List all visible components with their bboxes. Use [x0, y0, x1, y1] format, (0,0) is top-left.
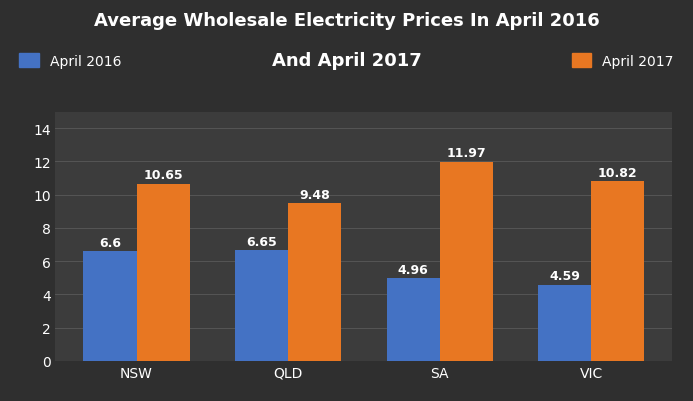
Legend: April 2017: April 2017: [566, 48, 679, 74]
Bar: [387, 279, 439, 361]
Text: 10.65: 10.65: [143, 169, 183, 182]
Legend: April 2016: April 2016: [14, 48, 127, 74]
Text: And April 2017: And April 2017: [272, 52, 421, 70]
Text: 10.82: 10.82: [598, 166, 638, 179]
Text: 6.65: 6.65: [246, 235, 277, 248]
Text: 9.48: 9.48: [299, 188, 330, 201]
Bar: [235, 251, 288, 361]
Text: 4.59: 4.59: [549, 269, 580, 282]
Text: Average Wholesale Electricity Prices In April 2016: Average Wholesale Electricity Prices In …: [94, 12, 599, 30]
Text: 11.97: 11.97: [446, 147, 486, 160]
Bar: [288, 204, 341, 361]
Text: 4.96: 4.96: [398, 263, 428, 276]
Bar: [439, 162, 493, 361]
Bar: [538, 285, 591, 361]
Bar: [83, 251, 137, 361]
Bar: [591, 182, 644, 361]
Text: 6.6: 6.6: [99, 236, 121, 249]
Bar: [137, 184, 190, 361]
